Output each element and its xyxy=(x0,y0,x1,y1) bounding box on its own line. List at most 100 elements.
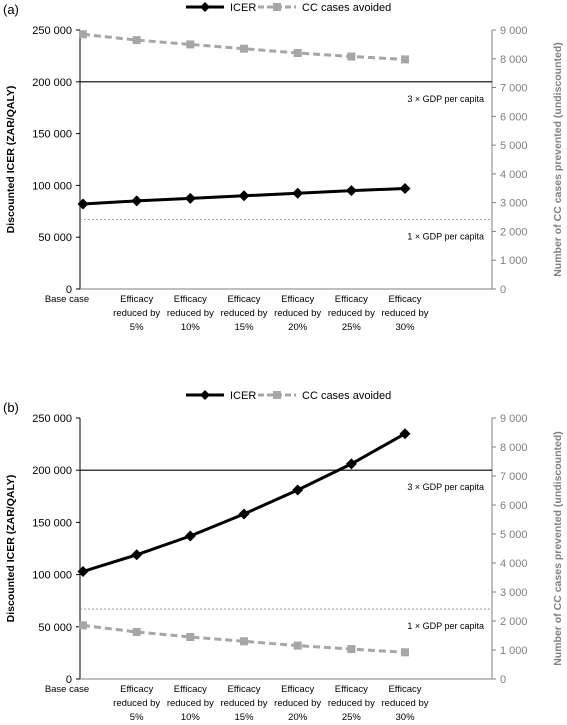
category-label: Efficacy xyxy=(120,684,153,695)
icer-point xyxy=(184,192,196,204)
right-axis-title: Number of CC cases prevented (undiscount… xyxy=(552,42,564,277)
left-tick-label: 150 000 xyxy=(32,129,72,141)
category-label: Base case xyxy=(45,294,89,305)
left-tick-label: 0 xyxy=(66,674,72,686)
panel-label: (b) xyxy=(3,400,19,415)
left-tick-label: 50 000 xyxy=(38,232,72,244)
cc-cases-point xyxy=(401,55,409,64)
chart-panel-2: (b) ICER CC cases avoided 0 50 000 100 000 150… xyxy=(3,390,564,723)
legend: ICER CC cases avoided xyxy=(186,390,391,402)
right-tick-label: 0 xyxy=(500,674,506,686)
left-tick-label: 150 000 xyxy=(32,517,72,529)
category-label: Efficacy xyxy=(388,294,421,305)
category-label: Efficacy xyxy=(281,684,314,695)
series-cc-cases xyxy=(79,621,409,657)
left-tick-label: 200 000 xyxy=(32,77,72,89)
category-label: 20% xyxy=(288,322,308,333)
legend-icer-marker xyxy=(200,2,210,12)
icer-point xyxy=(77,566,89,577)
panel-label: (a) xyxy=(3,2,19,17)
cc-cases-point xyxy=(347,52,356,61)
icer-point xyxy=(77,198,89,210)
category-label: Efficacy xyxy=(120,294,153,305)
series-line xyxy=(82,432,406,573)
category-label: reduced by xyxy=(382,308,429,319)
left-tick-label: 100 000 xyxy=(32,180,72,192)
icer-point xyxy=(131,549,143,561)
category-label: 30% xyxy=(396,322,416,333)
category-label: 15% xyxy=(235,322,255,333)
legend-icer-label: ICER xyxy=(230,390,256,402)
cc-cases-point xyxy=(132,36,141,45)
category-label: 5% xyxy=(130,712,144,723)
cc-cases-point xyxy=(240,637,248,646)
legend-cc-label: CC cases avoided xyxy=(302,390,391,402)
category-label: reduced by xyxy=(328,698,375,709)
right-tick-label: 4 000 xyxy=(500,558,528,570)
category-label: Efficacy xyxy=(335,684,368,695)
left-tick-label: 200 000 xyxy=(32,465,72,477)
icer-point xyxy=(238,190,250,202)
series-icer xyxy=(77,183,411,210)
legend: ICER CC cases avoided xyxy=(186,2,391,14)
category-label: Efficacy xyxy=(227,294,260,305)
category-label: 20% xyxy=(288,712,308,723)
category-label: 10% xyxy=(181,322,201,333)
cc-cases-point xyxy=(293,49,302,57)
left-axis-title: Discounted ICER (ZAR/QALY) xyxy=(5,475,17,623)
left-tick-label: 250 000 xyxy=(32,25,72,37)
category-label: Efficacy xyxy=(174,294,207,305)
category-label: Efficacy xyxy=(281,294,314,305)
right-tick-label: 2 000 xyxy=(500,616,528,628)
left-tick-label: 0 xyxy=(66,284,72,296)
category-label: reduced by xyxy=(274,308,321,319)
category-label: 5% xyxy=(130,322,144,333)
category-label: Efficacy xyxy=(335,294,368,305)
cc-cases-point xyxy=(132,628,141,636)
category-label: reduced by xyxy=(328,308,375,319)
icer-point xyxy=(131,195,143,207)
cc-cases-point xyxy=(401,648,409,657)
icer-point xyxy=(345,185,357,197)
legend-icer-marker xyxy=(200,390,210,400)
left-tick-label: 250 000 xyxy=(32,413,72,425)
right-tick-label: 1 000 xyxy=(500,255,528,267)
category-label: 15% xyxy=(235,712,255,723)
right-tick-label: 1 000 xyxy=(500,645,528,657)
right-tick-label: 8 000 xyxy=(500,54,528,66)
right-tick-label: 3 000 xyxy=(500,587,528,599)
cc-cases-point xyxy=(79,621,87,630)
category-label: reduced by xyxy=(221,698,268,709)
right-tick-label: 6 000 xyxy=(500,500,528,512)
reference-line-label: 1 × GDP per capita xyxy=(407,621,484,631)
icer-point xyxy=(345,458,357,470)
category-label: Efficacy xyxy=(388,684,421,695)
reference-line-label: 3 × GDP per capita xyxy=(407,482,484,492)
category-label: 30% xyxy=(396,712,416,723)
category-label: reduced by xyxy=(274,698,321,709)
left-tick-label: 50 000 xyxy=(38,622,72,634)
legend-cc-label: CC cases avoided xyxy=(302,2,391,14)
category-label: reduced by xyxy=(221,308,268,319)
cc-cases-point xyxy=(186,40,195,49)
category-label: reduced by xyxy=(382,698,429,709)
category-label: Base case xyxy=(45,684,89,695)
category-label: 10% xyxy=(181,712,201,723)
series-icer xyxy=(77,428,411,577)
reference-line-label: 3 × GDP per capita xyxy=(407,94,484,104)
category-label: reduced by xyxy=(113,308,160,319)
series-cc-cases xyxy=(79,30,409,64)
right-axis-title: Number of CC cases prevented (undiscount… xyxy=(552,431,564,666)
category-label: Efficacy xyxy=(227,684,260,695)
category-label: 25% xyxy=(342,322,362,333)
right-tick-label: 6 000 xyxy=(500,111,528,123)
right-tick-label: 8 000 xyxy=(500,442,528,454)
legend-cc-marker xyxy=(273,391,281,399)
cc-cases-point xyxy=(347,645,356,654)
right-tick-label: 7 000 xyxy=(500,471,528,483)
icer-point xyxy=(184,530,196,542)
left-axis-title: Discounted ICER (ZAR/QALY) xyxy=(5,86,17,234)
cc-cases-point xyxy=(293,641,302,650)
right-tick-label: 9 000 xyxy=(500,413,528,425)
